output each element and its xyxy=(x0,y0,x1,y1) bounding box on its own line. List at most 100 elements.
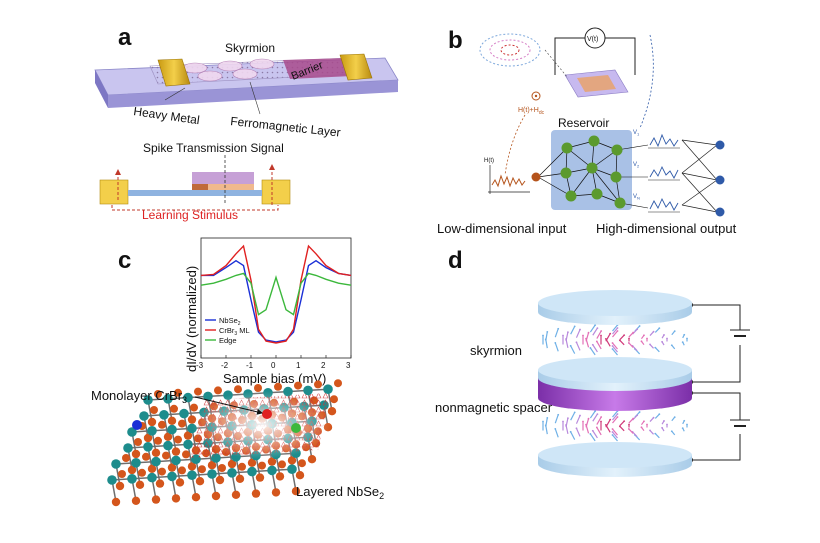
legend-label-1: CrBr3 ML xyxy=(219,326,250,337)
output-plot-2: V2 xyxy=(633,162,680,181)
reservoir-node-1 xyxy=(588,135,600,147)
monolayer-pointer xyxy=(194,396,263,415)
reservoir-node-0 xyxy=(561,142,573,154)
bottom-skyrmion xyxy=(542,410,688,442)
field-symbol xyxy=(531,91,541,101)
crbr3-glow xyxy=(192,391,332,459)
cs-right-gold xyxy=(261,179,291,205)
reservoir-network xyxy=(531,135,649,209)
cs-left-gold xyxy=(99,179,129,205)
output-plots: V1 V2 VN xyxy=(633,130,725,217)
panel-b: b V(t) H(t)+Hdc H(t) Reservoir xyxy=(437,27,737,236)
series-line-nbse xyxy=(201,259,352,343)
y-axis-label: dI/dV (normalized) xyxy=(184,266,199,372)
d-circuit xyxy=(690,304,750,461)
output-plot-1: V1 xyxy=(633,130,680,149)
x-tick-label-5: 2 xyxy=(321,361,326,370)
v2-label: V2 xyxy=(633,162,640,169)
left-electrode xyxy=(157,58,191,87)
heavy-metal-label: Heavy Metal xyxy=(133,104,201,127)
right-electrode xyxy=(339,53,373,81)
ht-label: H(t) xyxy=(484,158,494,164)
panel-d-letter: d xyxy=(448,247,463,274)
panel-c-letter: c xyxy=(118,247,131,274)
input-signal-plot: H(t) xyxy=(484,158,530,194)
input-connector xyxy=(504,114,526,176)
reservoir-node-7 xyxy=(591,188,603,200)
high-dimensional-output-label: High-dimensional output xyxy=(596,221,737,236)
skyrmion-bubbles xyxy=(182,58,275,82)
cs-heavy-metal xyxy=(128,190,262,196)
stimulus-loop xyxy=(111,205,279,211)
reservoir-node-5 xyxy=(610,171,622,183)
chart-frame xyxy=(200,237,352,359)
x-tick-label-3: 0 xyxy=(271,361,276,370)
heavy-metal-pointer xyxy=(164,87,186,101)
b-device-layer xyxy=(577,75,616,92)
legend-label-2: Edge xyxy=(219,336,237,345)
output-node-2 xyxy=(715,175,725,185)
ferromagnetic-layer-label: Ferromagnetic Layer xyxy=(230,114,342,139)
reservoir-label: Reservoir xyxy=(558,116,609,130)
x-tick-label-0: -3 xyxy=(196,361,204,370)
spacer-label: nonmagnetic spacer xyxy=(435,400,553,415)
output-node-1 xyxy=(715,140,725,150)
vn-label: VN xyxy=(633,194,640,201)
learning-stimulus-label: Learning Stimulus xyxy=(142,208,238,222)
top-skyrmion xyxy=(542,324,688,356)
substrate-front xyxy=(108,80,398,108)
red-tip-marker xyxy=(262,409,272,419)
x-tick-label-2: -1 xyxy=(246,361,254,370)
x-tick-label-1: -2 xyxy=(221,361,229,370)
series-line-edge xyxy=(200,272,352,316)
x-tick-label-4: 1 xyxy=(296,361,301,370)
voltmeter xyxy=(584,27,606,49)
layered-label: Layered NbSe2 xyxy=(296,484,384,501)
chart-series xyxy=(200,244,352,344)
middle-disk-top xyxy=(538,357,692,383)
fm-pointer xyxy=(249,81,261,115)
v1-label: V1 xyxy=(633,130,640,137)
skyrmion-label-d: skyrmion xyxy=(470,343,522,358)
reservoir-node-6 xyxy=(565,190,577,202)
panel-a: a Skyrmion Barrier Heavy Metal Ferromagn… xyxy=(94,24,399,222)
b-circuit-wire xyxy=(554,37,636,75)
legend-label-0: NbSe2 xyxy=(219,316,241,327)
bottom-disk xyxy=(538,442,692,477)
spike-signal-label: Spike Transmission Signal xyxy=(143,141,284,155)
panel-b-letter: b xyxy=(448,27,463,54)
vt-label: V(t) xyxy=(587,36,598,43)
panel-a-letter: a xyxy=(118,24,132,51)
top-disk xyxy=(538,290,692,325)
b-zoom-line xyxy=(544,49,569,79)
monolayer-label: Monolayer CrBr3 xyxy=(91,388,187,405)
output-links xyxy=(681,139,718,213)
low-dimensional-input-label: Low-dimensional input xyxy=(437,221,567,236)
x-tick-label-6: 3 xyxy=(346,361,351,370)
output-connector xyxy=(639,34,654,129)
reservoir-node-8 xyxy=(614,197,626,209)
field-dot xyxy=(534,94,538,98)
cs-fm-right xyxy=(208,184,254,190)
output-node-n xyxy=(715,207,725,217)
x-ticks: -3 -2 -1 0 1 2 3 xyxy=(196,355,352,370)
reservoir-node-3 xyxy=(560,167,572,179)
input-node xyxy=(531,172,541,182)
barrier-block xyxy=(283,58,352,79)
panel-b-skyrmion xyxy=(479,33,541,67)
reservoir-node-4 xyxy=(586,162,598,174)
green-tip-marker xyxy=(291,423,301,433)
cs-barrier xyxy=(192,172,254,184)
cs-fm-left xyxy=(192,184,208,190)
substrate-side xyxy=(95,70,108,108)
skyrmion-label: Skyrmion xyxy=(225,41,275,55)
middle-stack xyxy=(538,357,692,411)
field-label: H(t)+Hdc xyxy=(518,107,545,116)
series-line-crbr xyxy=(200,244,352,344)
output-plot-n: VN xyxy=(633,194,680,213)
panel-d: d xyxy=(435,247,750,477)
